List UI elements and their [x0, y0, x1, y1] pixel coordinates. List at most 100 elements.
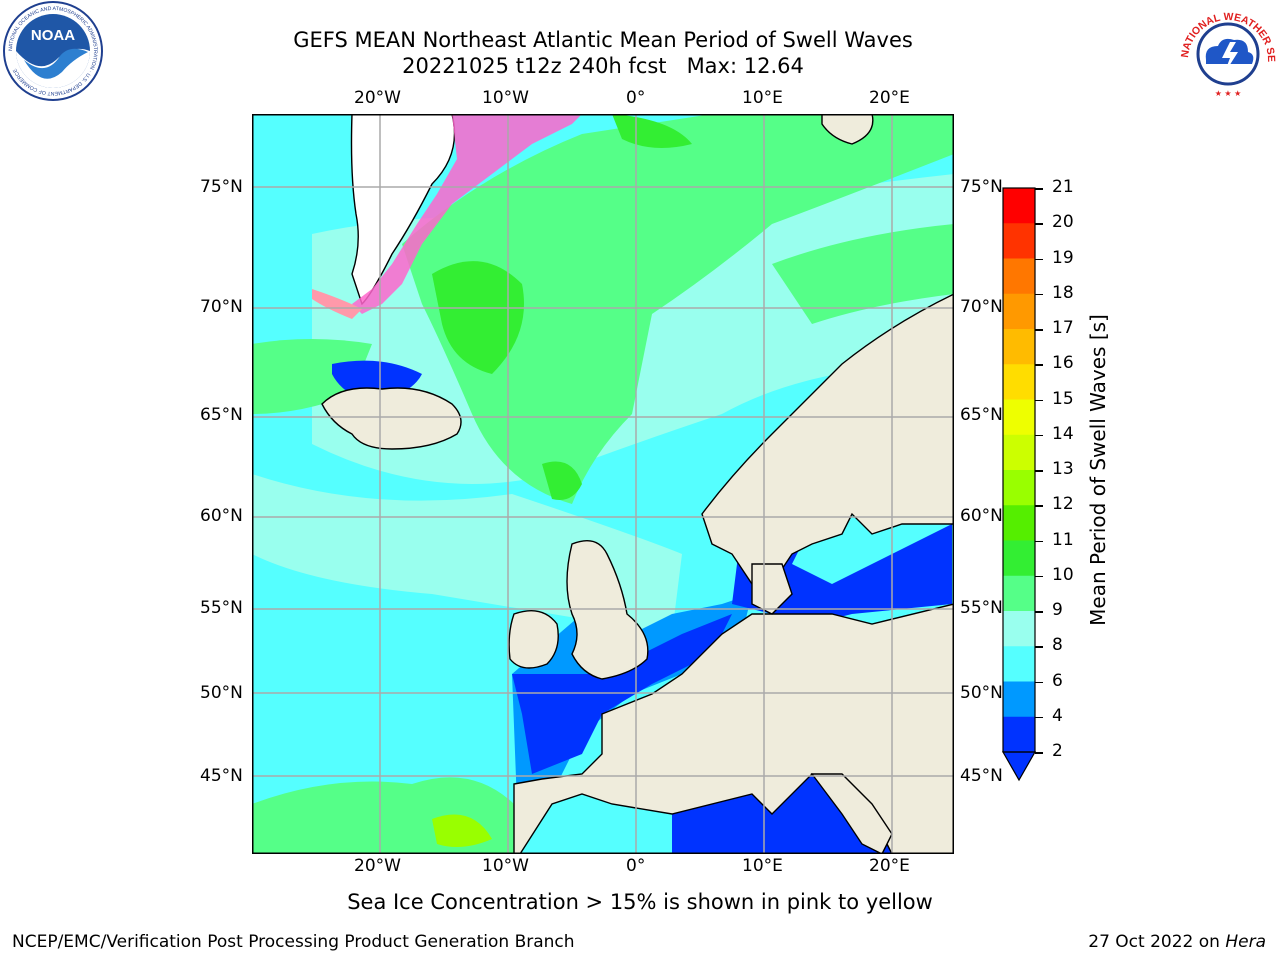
colorbar-tick-mark	[1035, 681, 1043, 683]
chart-title-line2: 20221025 t12z 240h fcst Max: 12.64	[402, 54, 804, 78]
field-11-12s-southwest	[432, 814, 492, 848]
sea-ice-edge	[352, 114, 582, 314]
field-10-11s-a	[432, 261, 524, 374]
sea-ice-note: Sea Ice Concentration > 15% is shown in …	[347, 890, 933, 914]
colorbar-tick-label: 15	[1052, 388, 1074, 409]
colorbar-tick-mark	[1035, 611, 1043, 613]
colorbar-segment	[1003, 329, 1035, 365]
lat-right-70n: 70°N	[960, 297, 1003, 317]
colorbar-tick-label: 14	[1052, 423, 1074, 444]
colorbar-segment	[1003, 223, 1035, 259]
denmark	[751, 563, 793, 615]
colorbar-label: Mean Period of Swell Waves [s]	[1086, 314, 1110, 626]
colorbar-tick-label: 17	[1052, 318, 1074, 338]
colorbar-segment	[1003, 188, 1035, 224]
lon-bottom-0: 0°	[626, 856, 646, 876]
colorbar-tick-label: 20	[1052, 212, 1074, 233]
colorbar-tick-mark	[1035, 646, 1043, 648]
lat-left-65n: 65°N	[200, 405, 243, 425]
ireland	[508, 610, 559, 669]
colorbar-segment	[1003, 293, 1035, 330]
colorbar-tick-mark	[1035, 258, 1043, 260]
field-2-4s-channel	[512, 614, 732, 774]
colorbar-tick-label: 6	[1052, 670, 1063, 691]
scandinavia	[701, 293, 954, 585]
colorbar-extend-triangle	[1001, 751, 1037, 782]
colorbar-tick-label: 9	[1052, 600, 1063, 620]
colorbar-segment	[1003, 681, 1035, 718]
lon-top-0: 0°	[626, 88, 646, 108]
lat-left-55n: 55°N	[200, 598, 243, 618]
footer-date: 27 Oct 2022 on	[1088, 932, 1226, 952]
iceland	[321, 387, 462, 450]
colorbar-tick-label: 11	[1052, 529, 1074, 550]
colorbar-segment	[1003, 470, 1035, 506]
colorbar-tick-label: 21	[1052, 177, 1074, 197]
colorbar-segment	[1003, 716, 1035, 753]
lon-top-20w: 20°W	[354, 88, 401, 108]
colorbar-tick-mark	[1035, 223, 1043, 225]
colorbar-tick-label: 12	[1052, 494, 1074, 515]
colorbar-segment	[1003, 364, 1035, 400]
graticule	[252, 114, 954, 854]
lat-left-50n: 50°N	[200, 683, 243, 703]
field-10-11s-c	[612, 114, 692, 148]
footer-host: Hera	[1225, 932, 1266, 952]
nws-logo: NATIONAL WEATHER SERVICE ★ ★ ★	[1176, 2, 1277, 102]
colorbar-segment	[1003, 399, 1035, 436]
colorbar-segment	[1003, 575, 1035, 612]
lon-bottom-20e: 20°E	[869, 856, 910, 876]
footer-right: 27 Oct 2022 on Hera	[1088, 932, 1266, 952]
colorbar-tick-mark	[1035, 329, 1043, 331]
italy	[810, 773, 893, 854]
lon-bottom-10w: 10°W	[482, 856, 529, 876]
colorbar-segment	[1003, 258, 1035, 295]
lat-left-70n: 70°N	[200, 297, 243, 317]
great-britain	[566, 540, 649, 680]
lat-right-65n: 65°N	[960, 405, 1003, 425]
sea-ice-patch	[312, 289, 362, 319]
lon-top-10e: 10°E	[742, 88, 783, 108]
noaa-logo-text: NOAA	[31, 27, 75, 44]
colorbar-tick-label: 10	[1052, 564, 1074, 585]
svg-text:★ ★ ★: ★ ★ ★	[1215, 89, 1242, 98]
swell-period-map	[252, 114, 954, 854]
colorbar-tick-mark	[1035, 364, 1043, 366]
colorbar-tick-label: 16	[1052, 353, 1074, 374]
colorbar-tick-mark	[1035, 540, 1043, 542]
lat-right-75n: 75°N	[960, 177, 1003, 197]
colorbar-segment	[1003, 434, 1035, 471]
lat-left-75n: 75°N	[200, 177, 243, 197]
svalbard	[821, 114, 874, 145]
lat-right-45n: 45°N	[960, 766, 1003, 786]
colorbar-tick-label: 2	[1052, 741, 1063, 761]
colorbar-tick-mark	[1035, 505, 1043, 507]
field-9-10s-northeast	[772, 224, 954, 324]
lat-right-55n: 55°N	[960, 598, 1003, 618]
field-9-10s-core	[402, 114, 954, 504]
colorbar	[1001, 187, 1037, 782]
lat-left-60n: 60°N	[200, 506, 243, 526]
colorbar-segment	[1003, 611, 1035, 647]
lat-right-50n: 50°N	[960, 683, 1003, 703]
lon-bottom-20w: 20°W	[354, 856, 401, 876]
colorbar-tick-mark	[1035, 434, 1043, 437]
colorbar-tick-label: 18	[1052, 282, 1074, 303]
colorbar-tick-mark	[1035, 575, 1043, 578]
lon-top-20e: 20°E	[869, 88, 910, 108]
noaa-logo: NOAA NATIONAL OCEANIC AND ATMOSPHERIC AD…	[3, 1, 103, 101]
colorbar-tick-label: 19	[1052, 247, 1074, 268]
lon-bottom-10e: 10°E	[742, 856, 783, 876]
land-masses	[321, 114, 954, 854]
field-10-11s-b	[542, 461, 582, 500]
colorbar-tick-label: 13	[1052, 459, 1074, 479]
lat-right-60n: 60°N	[960, 506, 1003, 526]
colorbar-tick-mark	[1035, 399, 1043, 401]
chart-title-line1: GEFS MEAN Northeast Atlantic Mean Period…	[293, 28, 913, 52]
lon-top-10w: 10°W	[482, 88, 529, 108]
colorbar-segment	[1003, 505, 1035, 541]
footer-left: NCEP/EMC/Verification Post Processing Pr…	[12, 932, 575, 952]
colorbar-tick-mark	[1035, 188, 1043, 190]
colorbar-tick-mark	[1035, 716, 1043, 719]
colorbar-segment	[1003, 540, 1035, 577]
